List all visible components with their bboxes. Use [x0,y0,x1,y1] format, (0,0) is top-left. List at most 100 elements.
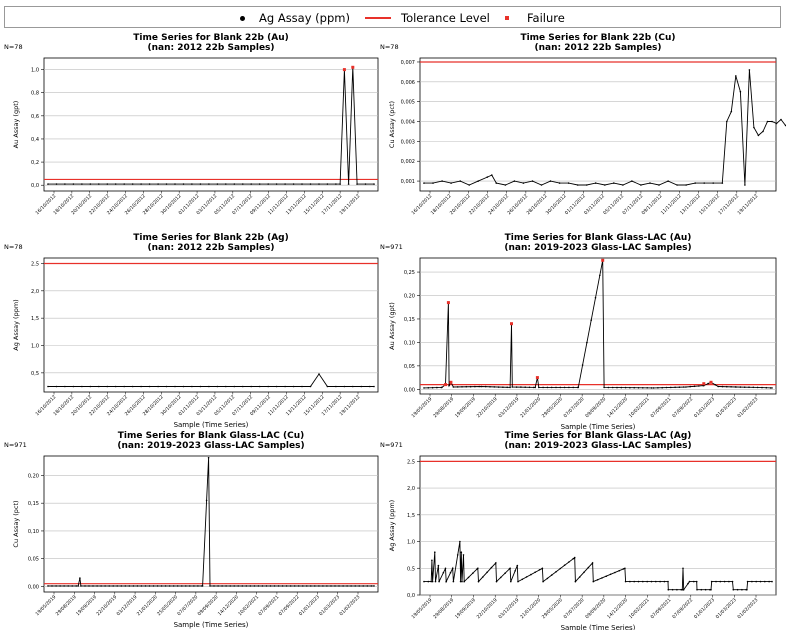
data-point [603,386,605,389]
data-point [242,385,244,388]
data-point [261,585,264,587]
data-point [267,385,270,388]
x-tick-label: 29/08/2019 [432,396,455,419]
data-point [680,588,682,591]
chart-panel: Time Series for Blank Glass-LAC (Cu)(nan… [4,431,379,629]
data-point [258,183,261,185]
y-tick-label: 0,00 [28,584,39,590]
data-point [64,183,66,185]
data-point [442,571,445,574]
data-point [524,386,526,389]
data-point [369,385,371,388]
data-point [663,580,666,583]
x-tick-label: 19/09/2019 [454,597,477,620]
data-point [493,386,496,388]
data-point [207,456,210,459]
data-point [285,585,288,587]
x-tick-label: 07/07/2020 [176,594,199,617]
data-point [209,585,211,587]
data-point [780,118,782,121]
data-point [596,579,599,581]
data-point [478,385,481,388]
data-point [490,566,493,569]
data-point [674,386,676,389]
data-point [81,183,83,185]
data-point [92,585,94,587]
data-point [721,385,724,388]
x-tick-label: 09/09/2020 [197,594,220,617]
y-tick-label: 0,0 [31,183,39,189]
data-point [338,585,340,587]
data-point [546,386,549,389]
data-point [318,183,320,185]
data-point [221,585,223,587]
data-point [698,385,700,387]
data-point [715,580,717,583]
data-point [55,585,57,587]
failure-marker [449,380,453,384]
data-point [157,183,159,185]
data-point [650,580,653,583]
y-tick-label: 0,0 [407,593,415,599]
data-point [482,576,484,578]
data-point [528,386,531,389]
chart-panel: Time Series for Blank Glass-LAC (Au)(nan… [380,233,777,431]
sample-count-label: N=971 [380,243,403,251]
data-point [438,580,440,583]
data-point [335,183,337,185]
data-point [607,386,610,389]
y-tick-label: 0,004 [401,120,415,126]
legend-label: Tolerance Level [401,11,490,25]
data-point [468,184,471,186]
data-point [622,184,624,186]
data-point [335,385,337,388]
data-point [423,182,425,184]
data-point [434,580,437,583]
y-tick-label: 0,05 [28,557,39,563]
data-point [265,585,268,587]
data-point [217,585,219,587]
legend-line-marker [365,17,391,19]
data-point [751,580,753,583]
data-point [431,580,434,583]
x-tick-label: 14/12/2020 [606,396,629,419]
data-point [594,182,597,184]
data-point [748,69,751,71]
data-point [491,174,493,176]
data-point [618,569,620,572]
y-tick-label: 1,5 [407,513,415,519]
x-tick-label: 01/02/2023 [338,594,361,617]
data-point [189,585,191,587]
x-tick-label: 19/09/2019 [75,594,98,617]
data-point [462,554,465,556]
data-point [114,183,117,185]
data-point [495,182,498,184]
data-point [47,585,49,587]
data-point [302,585,304,587]
data-point [591,562,594,564]
x-tick-label: 07/07/2020 [563,396,586,419]
legend-dot-marker [240,15,245,21]
data-point [55,183,58,185]
data-point [671,588,674,591]
data-point [459,180,462,182]
x-tick-label: 01/01/2023 [693,396,716,419]
data-point [721,182,724,184]
data-point [542,386,544,389]
chart-title: Time Series for Blank 22b (Au) [133,33,288,43]
data-point [136,585,139,587]
data-point [448,384,450,387]
data-point [343,385,346,388]
x-tick-label: 09/09/2020 [584,597,607,620]
data-point [193,585,195,587]
x-tick-label: 07/09/2021 [650,396,673,419]
data-point [140,585,143,587]
data-point [486,176,489,178]
data-point [450,182,452,184]
data-point [480,385,483,388]
x-tick-label: 07/09/2021 [650,597,673,620]
data-point [318,373,320,375]
data-point [477,180,480,182]
data-point [310,585,312,587]
